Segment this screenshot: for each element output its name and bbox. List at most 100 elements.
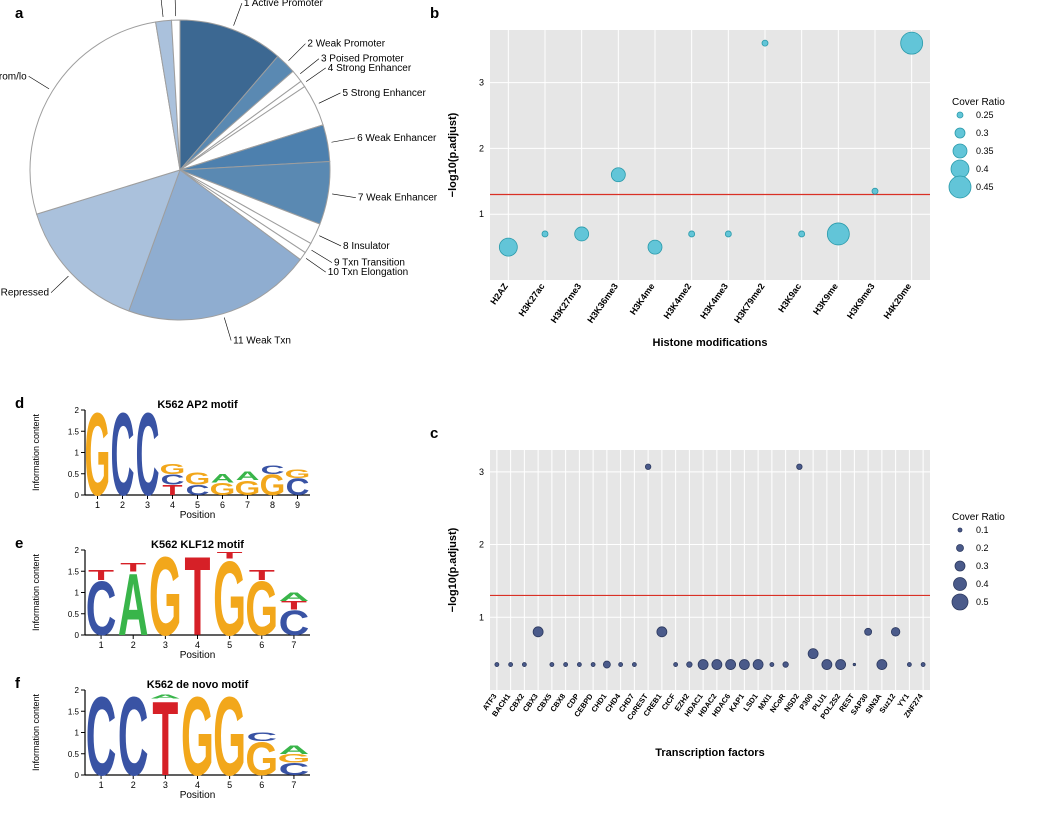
svg-text:1: 1 bbox=[75, 589, 80, 598]
svg-text:G: G bbox=[181, 673, 214, 799]
svg-text:2: 2 bbox=[75, 686, 80, 695]
svg-text:T: T bbox=[120, 561, 146, 574]
legend-dot bbox=[951, 160, 969, 178]
logo-letter: G bbox=[160, 461, 186, 477]
pie-label: 4 Strong Enhancer bbox=[328, 63, 412, 74]
dot bbox=[853, 663, 856, 666]
legend-dot bbox=[955, 561, 965, 571]
x-tick-label: H3K27me3 bbox=[549, 281, 584, 324]
svg-text:6: 6 bbox=[220, 500, 225, 510]
svg-text:G: G bbox=[85, 390, 111, 521]
legend-label: 0.4 bbox=[976, 579, 989, 589]
x-tick-label: LSD1 bbox=[741, 692, 759, 713]
svg-text:3: 3 bbox=[479, 78, 484, 88]
legend-dot bbox=[953, 144, 967, 158]
logo-letter: A bbox=[279, 743, 310, 756]
svg-text:0: 0 bbox=[75, 631, 80, 640]
x-tick-label: H3K9me bbox=[811, 281, 840, 316]
svg-text:2: 2 bbox=[479, 540, 484, 550]
dot bbox=[921, 663, 925, 667]
dot bbox=[550, 663, 554, 667]
pie-label: 10 Txn Elongation bbox=[328, 267, 408, 278]
logo-letter: G bbox=[213, 673, 246, 799]
legend-dot bbox=[957, 545, 964, 552]
dot bbox=[822, 660, 832, 670]
x-tick-label: H3K4me2 bbox=[662, 281, 694, 320]
pie-label: 1 Active Promoter bbox=[244, 0, 324, 9]
dot bbox=[687, 662, 693, 668]
x-tick-label: H3K4me3 bbox=[698, 281, 730, 320]
svg-text:0: 0 bbox=[75, 491, 80, 500]
svg-text:C: C bbox=[86, 673, 117, 799]
svg-text:G: G bbox=[185, 468, 211, 488]
logo-letter: G bbox=[149, 533, 182, 659]
logo-letter: A bbox=[150, 693, 181, 699]
x-tick-label: H3K27ac bbox=[517, 281, 547, 318]
dot bbox=[657, 627, 667, 637]
svg-text:1: 1 bbox=[75, 449, 80, 458]
svg-text:C: C bbox=[246, 730, 277, 743]
svg-text:G: G bbox=[149, 533, 182, 659]
svg-text:1.5: 1.5 bbox=[68, 427, 80, 436]
logo-letter: C bbox=[246, 730, 277, 743]
x-axis-label: Transcription factors bbox=[655, 747, 764, 759]
legend-title: Cover Ratio bbox=[952, 512, 1005, 523]
svg-text:0.5: 0.5 bbox=[68, 470, 80, 479]
svg-text:1: 1 bbox=[479, 209, 484, 219]
legend-dot bbox=[955, 128, 965, 138]
svg-text:A: A bbox=[279, 743, 310, 756]
dot bbox=[495, 663, 499, 667]
logo-letter: A bbox=[279, 590, 310, 603]
svg-text:f: f bbox=[15, 675, 21, 692]
logo-letter: T bbox=[88, 566, 115, 583]
svg-text:1: 1 bbox=[75, 729, 80, 738]
svg-text:A: A bbox=[236, 470, 260, 483]
svg-text:A: A bbox=[279, 590, 310, 603]
figure-svg: a1 Active Promoter2 Weak Promoter3 Poise… bbox=[0, 0, 1050, 830]
legend-title: Cover Ratio bbox=[952, 97, 1005, 108]
legend-dot bbox=[952, 594, 968, 610]
y-axis-label: −log10(p.adjust) bbox=[447, 112, 459, 197]
svg-text:a: a bbox=[15, 5, 24, 22]
dot bbox=[799, 231, 805, 237]
legend-label: 0.4 bbox=[976, 164, 989, 174]
plot-bg bbox=[490, 450, 930, 690]
dot bbox=[645, 464, 651, 470]
logo-title: K562 AP2 motif bbox=[157, 399, 238, 411]
logo-letter: G bbox=[285, 468, 311, 481]
dot bbox=[725, 231, 731, 237]
logo-xlabel: Position bbox=[180, 510, 216, 521]
dot bbox=[872, 188, 878, 194]
svg-text:C: C bbox=[118, 673, 149, 799]
dot bbox=[762, 40, 768, 46]
logo-letter: C bbox=[136, 390, 160, 521]
pie-label: 11 Weak Txn bbox=[233, 335, 291, 346]
svg-text:G: G bbox=[160, 461, 186, 477]
legend-label: 0.25 bbox=[976, 110, 994, 120]
svg-text:T: T bbox=[249, 566, 276, 583]
dot bbox=[797, 464, 803, 470]
dot bbox=[836, 660, 846, 670]
logo-letter: C bbox=[111, 390, 135, 521]
dot bbox=[901, 32, 923, 54]
logo-ylabel: Information content bbox=[31, 413, 41, 491]
legend-label: 0.35 bbox=[976, 146, 994, 156]
svg-text:T: T bbox=[217, 551, 243, 561]
svg-text:9: 9 bbox=[295, 500, 300, 510]
dot bbox=[865, 628, 872, 635]
legend-label: 0.3 bbox=[976, 128, 989, 138]
svg-text:1: 1 bbox=[479, 612, 484, 622]
logo-ylabel: Information content bbox=[31, 693, 41, 771]
svg-text:b: b bbox=[430, 5, 439, 22]
legend-label: 0.3 bbox=[976, 561, 989, 571]
pie-label: 5 Strong Enhancer bbox=[342, 88, 426, 99]
legend-dot bbox=[954, 578, 967, 591]
svg-text:2: 2 bbox=[479, 143, 484, 153]
svg-text:1.5: 1.5 bbox=[68, 707, 80, 716]
x-tick-label: NSD2 bbox=[782, 692, 801, 714]
svg-text:2: 2 bbox=[75, 546, 80, 555]
legend-label: 0.1 bbox=[976, 525, 989, 535]
dot bbox=[648, 240, 662, 254]
dot bbox=[564, 663, 568, 667]
dot bbox=[739, 660, 749, 670]
